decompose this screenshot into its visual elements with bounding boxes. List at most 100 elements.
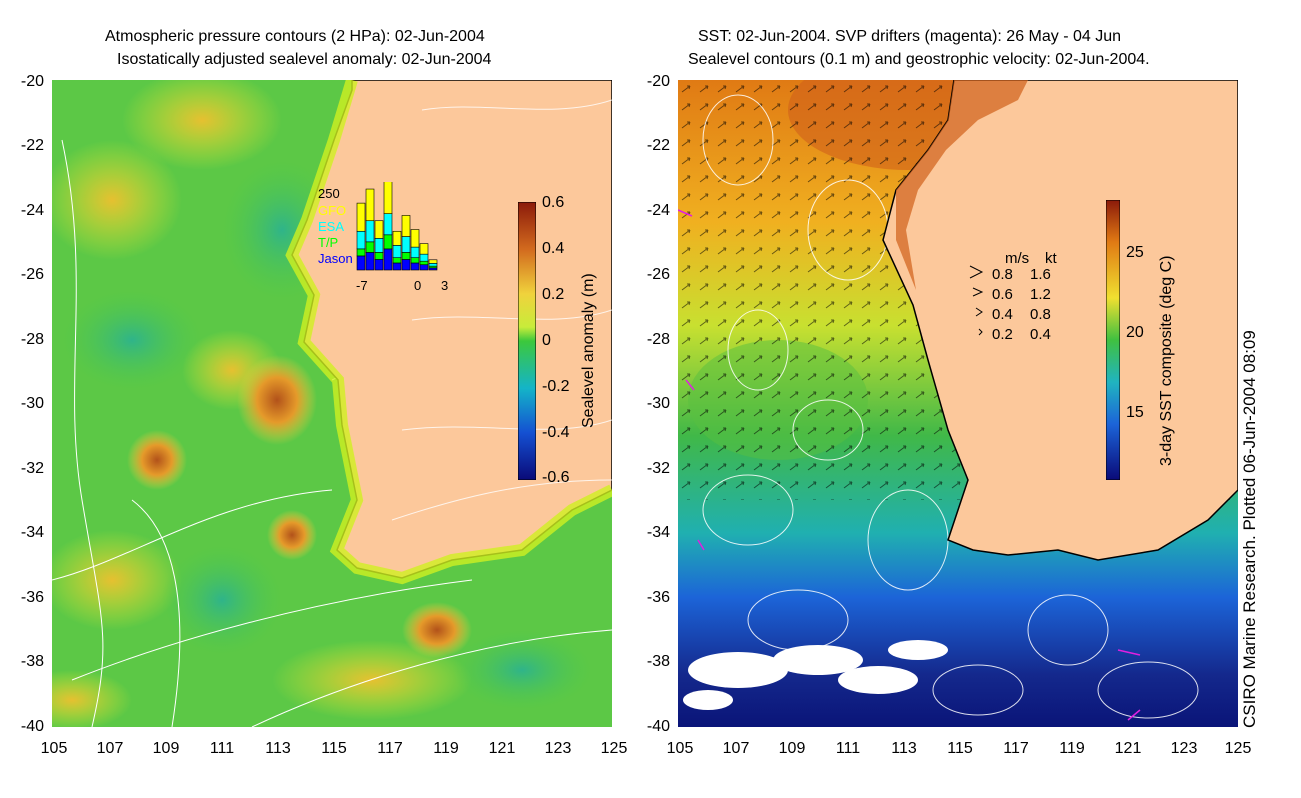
inset-legend-jason: Jason (318, 251, 353, 266)
left-xtick: 113 (265, 740, 291, 757)
left-ytick: -22 (20, 137, 44, 154)
inset-bar-segment (401, 215, 411, 237)
right-ytick: -22 (646, 137, 670, 154)
right-xtick: 107 (722, 740, 750, 757)
left-ytick: -40 (20, 718, 44, 735)
right-ytick: -30 (646, 395, 670, 412)
right-xtick: 123 (1170, 740, 1198, 757)
right-ytick: -24 (646, 202, 670, 219)
left-cb-tick: 0 (542, 332, 551, 349)
inset-bar-segment (392, 262, 402, 271)
right-xtick: 121 (1114, 740, 1142, 757)
right-ytick: -32 (646, 460, 670, 477)
inset-bar-segment (365, 188, 375, 222)
inset-bar-segment (410, 246, 420, 258)
speed-legend-kt: 1.2 (1030, 286, 1051, 303)
left-ytick: -30 (20, 395, 44, 412)
inset-bar-segment (419, 243, 429, 255)
left-colorbar (518, 202, 536, 480)
left-ytick: -26 (20, 266, 44, 283)
right-xtick: 125 (1224, 740, 1252, 757)
speed-legend-ms: 0.4 (992, 306, 1013, 323)
warm-coast (896, 80, 1028, 290)
inset-bar-segment (365, 252, 375, 271)
inset-xtick: 3 (441, 278, 449, 293)
right-xtick: 105 (666, 740, 694, 757)
inset-bar-segment (410, 262, 420, 271)
inset-bar-segment (401, 252, 411, 260)
inset-bar-segment (419, 253, 429, 262)
inset-bar-segment (356, 255, 366, 271)
left-ytick: -20 (20, 73, 44, 90)
right-colorbar-label: 3-day SST composite (deg C) (1158, 255, 1175, 466)
inset-bar-segment (419, 264, 429, 271)
right-title-line1: SST: 02-Jun-2004. SVP drifters (magenta)… (698, 28, 1122, 45)
left-ytick: -32 (20, 460, 44, 477)
inset-bar-segment (365, 241, 375, 253)
left-xtick: 109 (152, 740, 180, 757)
anomaly-patches (52, 80, 592, 727)
left-xtick: 111 (209, 740, 235, 757)
left-title-line1: Atmospheric pressure contours (2 HPa): 0… (105, 28, 485, 45)
inset-bar-segment (428, 263, 438, 267)
inset-bar-segment (356, 248, 366, 257)
inset-bar-segment (383, 234, 393, 250)
speed-legend-kt: 0.4 (1030, 326, 1051, 343)
inset-bar-segment (401, 259, 411, 271)
inset-legend-esa: ESA (318, 219, 345, 234)
inset-ymax-label: 250 (318, 186, 340, 201)
speed-legend-ms: 0.2 (992, 326, 1013, 343)
inset-bar-segment (419, 260, 429, 266)
inset-bar-segment (392, 257, 402, 264)
right-xtick: 119 (1059, 740, 1085, 757)
left-cb-tick: -0.6 (542, 469, 570, 486)
speed-legend-arrows (969, 265, 984, 336)
right-ytick: -38 (646, 653, 670, 670)
left-cb-tick: -0.2 (542, 378, 570, 395)
inset-bar-segment (383, 213, 393, 236)
right-map (678, 80, 1238, 727)
inset-bar-segment (392, 230, 402, 246)
right-xtick: 111 (835, 740, 861, 757)
inset-xtick: -7 (356, 278, 368, 293)
right-colorbar (1106, 200, 1120, 480)
left-cb-tick: -0.4 (542, 424, 570, 441)
right-xtick: 117 (1003, 740, 1029, 757)
right-ytick: -40 (646, 718, 670, 735)
left-xtick: 105 (40, 740, 68, 757)
speed-legend-kt: 0.8 (1030, 306, 1051, 323)
speed-legend-ms: 0.6 (992, 286, 1013, 303)
right-cb-tick: 25 (1126, 244, 1144, 261)
left-title-line2: Isostatically adjusted sealevel anomaly:… (117, 51, 492, 68)
right-ytick: -34 (646, 524, 670, 541)
left-xtick: 115 (321, 740, 347, 757)
inset-bar-segment (410, 229, 420, 248)
shelf-band (285, 80, 612, 585)
left-colorbar-label: Sealevel anomaly (m) (580, 273, 597, 428)
speed-legend-kt: 1.6 (1030, 266, 1051, 283)
inset-bar-segment (365, 220, 375, 243)
inset-xtick: 0 (414, 278, 422, 293)
left-cb-tick: 0.6 (542, 194, 565, 211)
cloud-cover (683, 640, 948, 710)
inset-legend-gfo: GFO (318, 203, 347, 218)
right-xtick: 115 (947, 740, 973, 757)
inset-bar-segment (392, 245, 402, 258)
right-ytick: -20 (646, 73, 670, 90)
speed-legend-header-ms: m/s (1005, 250, 1030, 267)
inset-bar-segment (356, 202, 366, 232)
left-cb-tick: 0.4 (542, 240, 565, 257)
right-ytick: -28 (646, 331, 670, 348)
right-title-line2: Sealevel contours (0.1 m) and geostrophi… (688, 51, 1150, 68)
inset-bar-segment (374, 220, 384, 239)
left-xtick: 125 (600, 740, 628, 757)
inset-bar-segment (374, 252, 384, 260)
speed-legend-ms: 0.8 (992, 266, 1013, 283)
inset-legend-tp: T/P (318, 235, 339, 250)
left-ytick: -34 (20, 524, 44, 541)
inset-bar-segment (401, 236, 411, 253)
left-xtick: 123 (544, 740, 572, 757)
credit-line: CSIRO Marine Research. Plotted 06-Jun-20… (1240, 330, 1259, 728)
left-xtick: 107 (96, 740, 124, 757)
inset-bars (356, 182, 438, 271)
